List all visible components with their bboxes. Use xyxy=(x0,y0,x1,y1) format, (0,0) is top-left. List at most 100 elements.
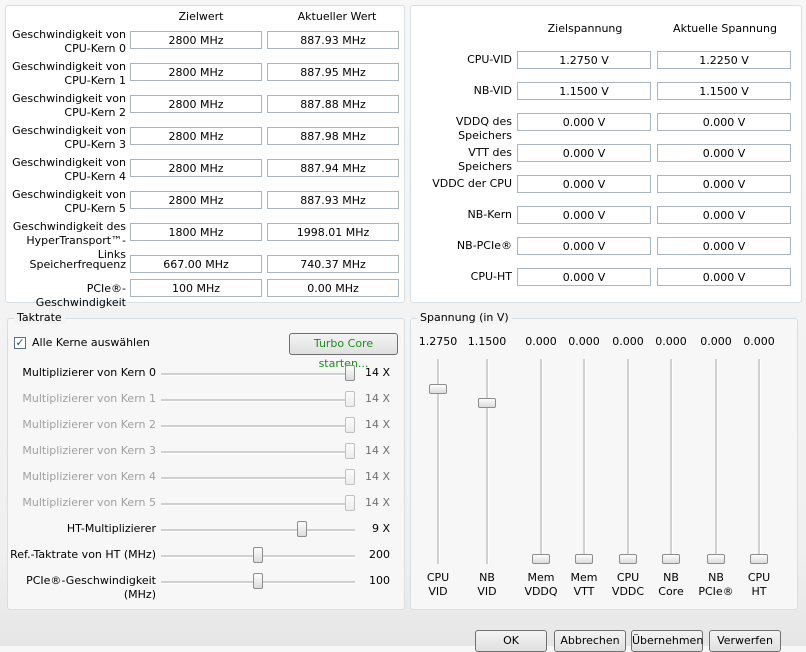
voltage-panel: Zielspannung Aktuelle Spannung CPU-VID 1.… xyxy=(410,5,802,303)
clock-target-field[interactable]: 2800 MHz xyxy=(130,63,262,81)
multiplier-label: PCIe®-Geschwindigkeit (MHz) xyxy=(26,574,156,601)
cancel-button[interactable]: Abbrechen xyxy=(554,630,626,652)
voltage-row-label: VTT des Speichers xyxy=(458,146,512,173)
voltage-slider-sublabel: PCIe® xyxy=(698,585,734,598)
voltage-row-label: CPU-VID xyxy=(467,53,512,66)
voltage-current-field: 1.2250 V xyxy=(657,51,791,69)
multiplier-slider-thumb[interactable] xyxy=(345,495,355,511)
clock-row-label: Speicherfrequenz xyxy=(29,258,127,271)
clock-row-label: Geschwindigkeit von CPU-Kern 1 xyxy=(12,60,126,87)
multiplier-slider-track[interactable] xyxy=(161,477,355,480)
clock-target-field[interactable]: 2800 MHz xyxy=(130,191,262,209)
multiplier-label: Multiplizierer von Kern 1 xyxy=(22,392,156,405)
voltage-slider-label: Mem xyxy=(570,571,598,584)
voltage-target-field[interactable]: 0.000 V xyxy=(517,268,651,286)
voltage-current-field: 1.1500 V xyxy=(657,82,791,100)
select-all-label[interactable]: Alle Kerne auswählen xyxy=(32,336,150,349)
multiplier-slider-thumb[interactable] xyxy=(297,521,308,537)
clock-target-field[interactable]: 100 MHz xyxy=(130,279,262,297)
voltage-slider-value: 1.2750 xyxy=(418,335,458,348)
multiplier-slider-thumb[interactable] xyxy=(345,391,355,407)
voltage-slider-label: CPU xyxy=(426,571,450,584)
apply-button[interactable]: Übernehmen xyxy=(631,630,703,652)
multiplier-label: Multiplizierer von Kern 3 xyxy=(22,444,156,457)
voltage-slider-label: NB xyxy=(663,571,679,584)
clock-target-field[interactable]: 2800 MHz xyxy=(130,159,262,177)
multiplier-label: Ref.-Taktrate von HT (MHz) xyxy=(10,548,156,561)
voltage-slider-track[interactable] xyxy=(437,359,440,564)
clock-row-label: Geschwindigkeit von CPU-Kern 0 xyxy=(12,28,126,55)
voltage-row-label: NB-Kern xyxy=(467,208,512,221)
voltage-slider-track[interactable] xyxy=(715,359,718,564)
multiplier-slider-track[interactable] xyxy=(161,399,355,402)
multiplier-value: 9 X xyxy=(371,522,390,535)
voltage-slider-label: NB xyxy=(479,571,495,584)
clock-current-field: 887.94 MHz xyxy=(267,159,399,177)
voltage-target-field[interactable]: 0.000 V xyxy=(517,113,651,131)
taktrate-group: Taktrate ✓ Alle Kerne auswählen Turbo Co… xyxy=(7,311,405,610)
clock-target-field[interactable]: 2800 MHz xyxy=(130,127,262,145)
voltage-slider-track[interactable] xyxy=(486,359,489,564)
voltage-slider-thumb[interactable] xyxy=(575,554,593,564)
multiplier-value: 200 xyxy=(369,548,390,561)
clock-target-field[interactable]: 1800 MHz xyxy=(130,223,262,241)
voltage-slider-value: 0.000 xyxy=(612,335,644,348)
clock-target-field[interactable]: 2800 MHz xyxy=(130,95,262,113)
voltage-target-field[interactable]: 0.000 V xyxy=(517,175,651,193)
select-all-checkbox[interactable]: ✓ xyxy=(14,337,26,349)
ok-button[interactable]: OK xyxy=(475,630,547,652)
voltage-sliders-group: Spannung (in V) 1.2750 CPU VID 1.1500 NB VID 0… xyxy=(410,311,798,610)
voltage-slider-track[interactable] xyxy=(670,359,673,564)
voltage-slider-sublabel: VID xyxy=(477,585,497,598)
multiplier-slider-thumb[interactable] xyxy=(345,417,355,433)
multiplier-slider-track[interactable] xyxy=(161,451,355,454)
voltage-current-field: 0.000 V xyxy=(657,237,791,255)
multiplier-value: 14 X xyxy=(364,392,390,405)
voltage-target-field[interactable]: 0.000 V xyxy=(517,237,651,255)
clock-target-field[interactable]: 2800 MHz xyxy=(130,31,262,49)
voltage-row-label: CPU-HT xyxy=(470,270,512,283)
multiplier-slider-thumb[interactable] xyxy=(253,573,263,589)
voltage-slider-thumb[interactable] xyxy=(619,554,637,564)
multiplier-slider-track[interactable] xyxy=(161,425,355,428)
voltage-slider-value: 0.000 xyxy=(655,335,687,348)
taktrate-title: Taktrate xyxy=(14,311,65,324)
voltage-slider-thumb[interactable] xyxy=(750,554,768,564)
voltage-target-header: Zielspannung xyxy=(547,22,623,35)
multiplier-label: Multiplizierer von Kern 4 xyxy=(22,470,156,483)
multiplier-slider-thumb[interactable] xyxy=(345,469,355,485)
check-mark-icon: ✓ xyxy=(15,336,25,349)
voltage-slider-track[interactable] xyxy=(583,359,586,564)
voltage-target-field[interactable]: 0.000 V xyxy=(517,144,651,162)
voltage-slider-thumb[interactable] xyxy=(532,554,550,564)
voltage-slider-thumb[interactable] xyxy=(662,554,680,564)
voltage-slider-label: Mem xyxy=(527,571,555,584)
voltage-slider-track[interactable] xyxy=(758,359,761,564)
multiplier-value: 14 X xyxy=(364,418,390,431)
voltage-target-field[interactable]: 1.1500 V xyxy=(517,82,651,100)
multiplier-slider-track[interactable] xyxy=(161,373,355,376)
discard-button[interactable]: Verwerfen xyxy=(709,630,781,652)
voltage-target-field[interactable]: 0.000 V xyxy=(517,206,651,224)
voltage-slider-thumb[interactable] xyxy=(478,398,496,408)
voltage-target-field[interactable]: 1.2750 V xyxy=(517,51,651,69)
multiplier-slider-track[interactable] xyxy=(161,503,355,506)
multiplier-slider-thumb[interactable] xyxy=(253,547,263,563)
multiplier-slider-thumb[interactable] xyxy=(345,365,355,381)
voltage-slider-sublabel: VTT xyxy=(573,585,595,598)
multiplier-label: Multiplizierer von Kern 5 xyxy=(22,496,156,509)
multiplier-label: Multiplizierer von Kern 2 xyxy=(22,418,156,431)
voltage-slider-track[interactable] xyxy=(540,359,543,564)
voltage-current-field: 0.000 V xyxy=(657,206,791,224)
clock-target-field[interactable]: 667.00 MHz xyxy=(130,255,262,273)
voltage-slider-sublabel: VDDQ xyxy=(524,585,558,598)
turbo-core-start-button[interactable]: Turbo Core starten... xyxy=(289,333,398,370)
voltage-slider-thumb[interactable] xyxy=(707,554,725,564)
voltage-slider-label: NB xyxy=(708,571,724,584)
voltage-slider-thumb[interactable] xyxy=(429,384,447,395)
voltage-slider-track[interactable] xyxy=(627,359,630,564)
multiplier-slider-thumb[interactable] xyxy=(345,443,355,459)
multiplier-slider-track[interactable] xyxy=(161,529,355,532)
multiplier-value: 14 X xyxy=(364,496,390,509)
voltage-slider-sublabel: VDDC xyxy=(611,585,645,598)
